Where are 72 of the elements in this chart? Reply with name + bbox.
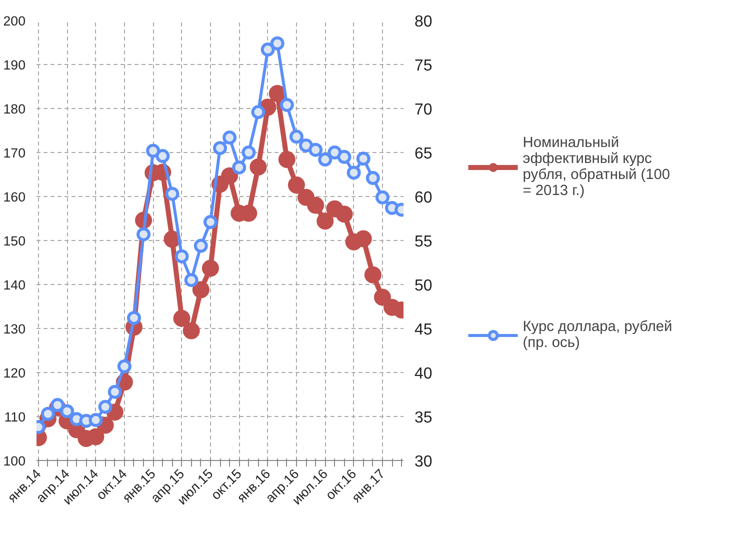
point [316,212,334,230]
point [307,196,324,214]
point [328,146,342,160]
point [250,158,267,176]
point [270,36,284,50]
point [346,166,361,180]
y-tick-label: 180 [3,102,26,116]
point [337,150,352,164]
y2-tick-label: 45 [414,322,432,338]
point [136,227,151,242]
point [288,176,305,194]
point [354,230,372,248]
point [336,206,353,223]
point [308,142,323,157]
point [280,98,294,112]
point [213,141,227,156]
point [117,359,132,374]
y2-tick-label: 30 [414,454,432,470]
point [50,398,65,412]
point [192,281,210,298]
point [242,146,256,160]
point [146,144,160,158]
point [366,171,380,186]
y2-tick-label: 50 [414,278,432,294]
y-tick-label: 130 [3,322,26,336]
point [60,404,74,418]
y-tick-label: 100 [3,454,26,468]
point [174,249,189,264]
point [251,105,266,120]
point [356,152,370,166]
point [318,152,332,167]
point [222,130,237,145]
point [278,151,296,168]
y-tick-label: 200 [3,14,26,28]
point [182,322,200,340]
point [374,288,391,306]
point [165,186,180,201]
point [202,260,219,277]
y-tick-label: 120 [3,366,26,380]
y-tick-label: 170 [3,146,26,160]
point [88,413,103,428]
y-tick-label: 140 [3,278,26,292]
y2-tick-label: 70 [414,102,432,118]
point [289,130,304,144]
point [375,190,390,204]
point [203,215,218,230]
legend-label: Номинальный эффективный курс рубля, обратный (100 = 2013 г.) [522,134,670,198]
y2-tick-label: 60 [414,190,432,206]
point [364,266,382,284]
y2-tick-label: 80 [414,14,432,30]
point [221,167,238,184]
y-tick-label: 160 [3,190,26,204]
y-tick-label: 110 [4,410,26,424]
y2-tick-label: 35 [414,410,432,426]
point [126,310,141,325]
y2-tick-label: 75 [414,58,432,74]
y2-tick-label: 55 [414,234,432,250]
y-tick-label: 150 [3,234,26,248]
point [194,238,208,253]
point [184,273,198,288]
point [108,384,122,399]
point [40,406,55,421]
point [173,310,190,327]
point [98,400,112,414]
y-tick-label: 190 [3,58,26,72]
y2-tick-label: 40 [414,366,432,382]
point [232,160,246,174]
legend-label: Курс доллара, рублей (пр. ось) [522,318,672,350]
point [260,42,275,57]
point [268,85,286,102]
y2-tick-label: 65 [414,146,432,162]
point [156,149,170,164]
